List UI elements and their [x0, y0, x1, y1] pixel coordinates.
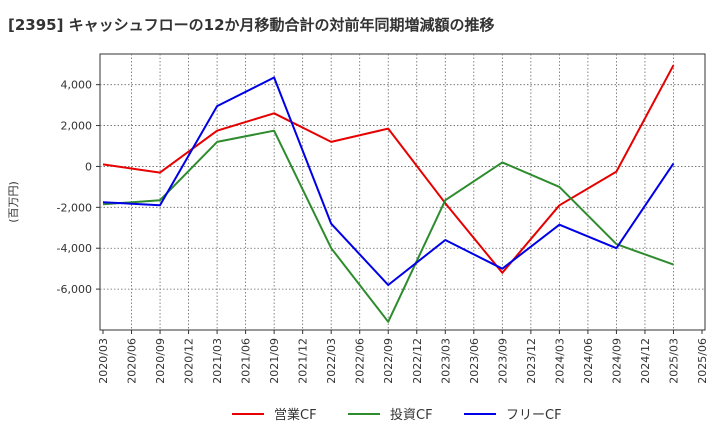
x-tick-label: 2021/03	[211, 338, 224, 384]
series-lines	[102, 64, 675, 323]
x-tick-label: 2023/03	[439, 338, 452, 384]
y-tick-label: 0	[85, 160, 92, 173]
x-tick-label: 2023/06	[468, 338, 481, 384]
x-tick-label: 2020/09	[154, 338, 167, 384]
y-tick-label: -4,000	[57, 242, 92, 255]
y-tick-label: 4,000	[61, 79, 93, 92]
x-tick-label: 2024/09	[610, 338, 623, 384]
x-tick-label: 2023/09	[496, 338, 509, 384]
grid-lines	[100, 54, 705, 330]
series-line-フリーCF	[102, 76, 675, 286]
x-tick-label: 2024/12	[639, 338, 652, 384]
x-tick-label: 2022/03	[325, 338, 338, 384]
y-axis-label: (百万円)	[7, 181, 20, 223]
series-line-投資CF	[102, 129, 674, 323]
x-tick-label: 2025/06	[696, 338, 709, 384]
x-tick-label: 2022/09	[382, 338, 395, 384]
legend-label: 投資CF	[390, 407, 433, 423]
x-tick-label: 2024/06	[582, 338, 595, 384]
x-tick-label: 2020/03	[97, 338, 110, 384]
legend-label: フリーCF	[506, 408, 562, 423]
legend-label: 営業CF	[274, 407, 317, 423]
x-tick-label: 2025/03	[667, 338, 680, 384]
y-tick-label: 2,000	[61, 120, 93, 133]
x-tick-label: 2020/06	[126, 338, 139, 384]
x-tick-label: 2021/09	[268, 338, 281, 384]
x-tick-label: 2020/12	[183, 338, 196, 384]
x-axis-ticks: 2020/03 2020/06 2020/09 2020/12 2021/03 2021/…	[97, 330, 709, 384]
x-tick-label: 2021/06	[240, 338, 253, 384]
x-tick-label: 2022/06	[354, 338, 367, 384]
y-tick-label: -2,000	[57, 201, 92, 214]
chart-title: [2395] キャッシュフローの12か月移動合計の対前年同期増減額の推移	[8, 16, 495, 34]
x-tick-label: 2024/03	[553, 338, 566, 384]
y-tick-label: -6,000	[57, 283, 92, 296]
legend: 営業CF 投資CF フリーCF	[232, 407, 562, 423]
series-line-営業CF	[102, 64, 675, 274]
x-tick-label: 2021/12	[297, 338, 310, 384]
x-tick-label: 2023/12	[525, 338, 538, 384]
x-tick-label: 2022/12	[411, 338, 424, 384]
y-axis-ticks: 4,000 2,000 0 -2,000 -4,000 -6,000	[57, 79, 100, 296]
plot-area	[99, 53, 706, 331]
